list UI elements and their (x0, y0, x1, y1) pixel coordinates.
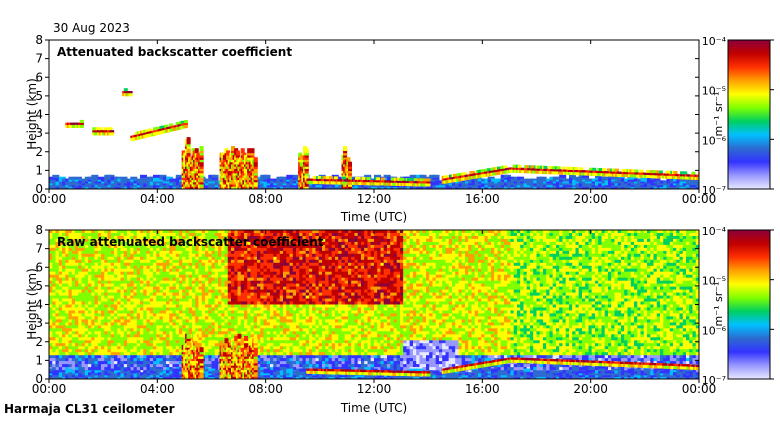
aerosol-layer-cell (334, 176, 338, 179)
cloud-cell (187, 137, 191, 142)
aerosol-layer-cell (544, 166, 548, 169)
plot-area (49, 40, 699, 189)
boundary-layer-cell (212, 175, 219, 178)
cloud-cell (236, 151, 240, 156)
aerosol-layer-cell (561, 167, 565, 170)
cloud-cell (241, 148, 245, 153)
cloud-cell (305, 148, 309, 153)
cloud-cell (251, 148, 255, 153)
aerosol-layer-cell (110, 132, 114, 135)
aerosol-layer-cell (557, 166, 561, 169)
y-tick-label: 0 (35, 182, 43, 196)
boundary-layer-cell (602, 177, 609, 180)
aerosol-layer-cell (602, 168, 606, 171)
cloud-cell (343, 146, 347, 151)
aerosol-layer-cell (427, 179, 431, 182)
x-tick-label: 16:00 (465, 192, 500, 206)
aerosol-layer-cell (659, 171, 663, 174)
panel-title: Attenuated backscatter coefficient (57, 45, 292, 59)
aerosol-layer-cell (518, 165, 522, 168)
y-axis-label: Height (km) (25, 78, 39, 149)
aerosol-layer-cell (401, 178, 405, 181)
aerosol-layer-cell (409, 178, 413, 181)
colorbar-scale (728, 40, 770, 189)
aerosol-layer-cell (683, 171, 687, 174)
boundary-layer-cell (559, 175, 566, 178)
boundary-layer-cell (130, 177, 137, 180)
colorbar-tick-label: 10⁻⁴ (702, 35, 727, 48)
y-tick-label: 7 (35, 52, 43, 66)
aerosol-layer-cell (592, 168, 596, 171)
aerosol-layer-cell (691, 172, 695, 175)
cloud-cell (346, 157, 350, 162)
x-tick-label: 20:00 (573, 192, 608, 206)
aerosol-layer-cell (427, 184, 431, 187)
boundary-layer-cell (75, 177, 82, 180)
boundary-layer-cell (69, 177, 76, 180)
boundary-layer-cell (264, 175, 271, 178)
colorbar: 10⁻⁴10⁻⁵10⁻⁶10⁻⁷ m⁻¹ sr⁻¹ (702, 35, 774, 197)
aerosol-layer-cell (674, 171, 678, 174)
boundary-layer-cell (153, 175, 160, 178)
x-tick-label: 12:00 (357, 192, 392, 206)
aerosol-layer-cell (574, 167, 578, 170)
boundary-layer-cell (433, 175, 440, 178)
boundary-layer-cell (91, 175, 98, 178)
aerosol-layer-cell (80, 125, 84, 128)
boundary-layer-cell (286, 175, 293, 178)
aerosol-layer-cell (381, 178, 385, 181)
y-tick-label: 1 (35, 163, 43, 177)
aerosol-layer-cell (362, 177, 366, 180)
aerosol-layer-cell (129, 93, 133, 96)
cloud-cell (195, 148, 199, 153)
date-label: 30 Aug 2023 (53, 21, 130, 35)
aerosol-layer-cell (366, 177, 370, 180)
aerosol-layer-cell (615, 169, 619, 172)
cloud-cell (254, 157, 258, 162)
boundary-layer-cell (121, 177, 128, 180)
aerosol-layer-cell (124, 88, 128, 91)
aerosol-layer-cell (109, 127, 113, 130)
x-tick-label: 08:00 (248, 192, 283, 206)
y-tick-label: 8 (35, 33, 43, 47)
colorbar-label: m⁻¹ sr⁻¹ (712, 92, 725, 137)
x-axis-label: Time (UTC) (340, 210, 407, 224)
boundary-layer-cell (52, 175, 59, 178)
aerosol-layer-cell (635, 170, 639, 173)
aerosol-layer-cell (184, 125, 188, 128)
boundary-layer-cell (410, 175, 417, 178)
aerosol-layer-cell (342, 177, 346, 180)
aerosol-layer-cell (376, 177, 380, 180)
cloud-cell (200, 146, 204, 151)
aerosol-layer-cell (579, 167, 583, 170)
aerosol-layer-cell (99, 127, 103, 130)
boundary-layer-cell (140, 175, 147, 178)
x-tick-label: 04:00 (140, 192, 175, 206)
aerosol-layer-cell (80, 120, 84, 123)
cloud-cell (348, 162, 352, 167)
aerosol-layer-cell (357, 177, 361, 180)
aerosol-layer-cell (639, 170, 643, 173)
heatmap-cells (49, 229, 703, 379)
colorbar-tick-label: 10⁻⁷ (702, 184, 726, 197)
aerosol-layer-cell (329, 176, 333, 179)
aerosol-layer-cell (184, 120, 188, 123)
